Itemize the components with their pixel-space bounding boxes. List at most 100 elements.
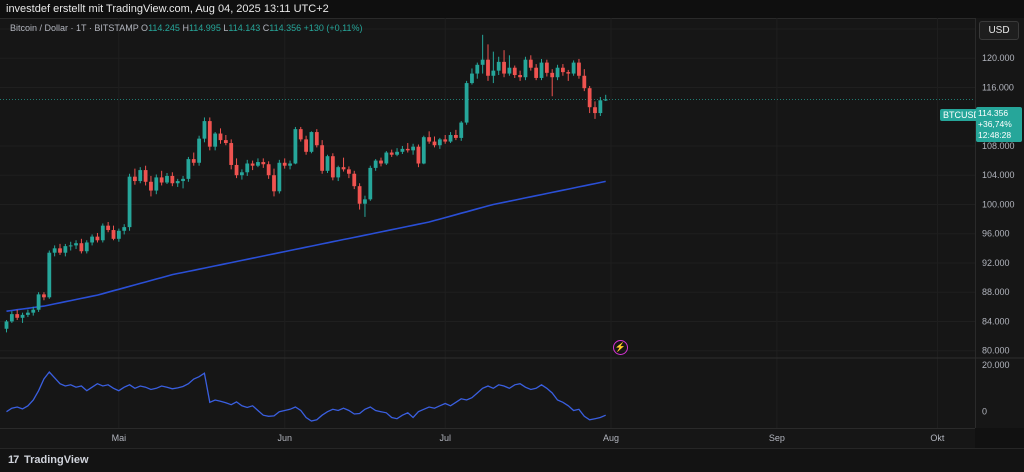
candle-body [47,252,52,298]
candle-body [84,242,89,252]
candle-body [528,59,533,68]
candle-body [15,314,20,318]
candle-body [518,75,522,78]
price-tick-label: 84.000 [982,316,1010,326]
price-axis[interactable] [975,18,1024,428]
candle-body [405,148,410,151]
candle-body [116,230,121,239]
candle-body [181,178,185,182]
price-tick-label: 108.000 [982,141,1015,151]
osc-tick-label: 0 [982,407,987,417]
price-tag-change: +36,74% [978,119,1012,129]
price-tick-label: 96.000 [982,229,1010,239]
candle-body [593,107,597,114]
candle-body [282,162,287,166]
candle-body [95,236,100,241]
time-axis[interactable] [0,428,975,449]
change-value: +130 (+0,11%) [303,23,363,33]
candle-body [266,164,271,176]
candle-body [218,133,223,141]
credit-text: investdef erstellt mit TradingView.com, … [6,3,329,15]
candle-body [448,134,453,142]
candle-body [298,129,303,140]
candle-body [133,176,137,182]
candle-body [347,169,351,174]
candle-body [170,175,175,184]
candle-body [491,70,496,76]
moving-average-line [6,180,606,312]
high-value: 114.995 [188,23,221,33]
candle-body [470,73,474,84]
price-tick-label: 88.000 [982,287,1010,297]
candle-body [245,163,250,173]
candle-body [250,163,255,166]
candle-body [90,236,94,243]
lightning-icon[interactable]: ⚡ [613,340,628,355]
candle-body [68,245,73,247]
candle-body [341,167,346,170]
candle-body [320,145,325,171]
candle-body [325,156,330,171]
candle-body [400,148,405,152]
candle-body [314,132,319,146]
candle-body [512,67,517,76]
candle-body [561,67,565,73]
candle-body [197,138,201,163]
symbol-label: Bitcoin / Dollar · 1T · BITSTAMP [10,23,139,33]
brand-label: TradingView [24,454,89,466]
currency-button[interactable]: USD [979,21,1019,40]
top-bar: investdef erstellt mit TradingView.com, … [0,0,1024,18]
price-tick-label: 104.000 [982,170,1015,180]
price-tag-symbol: BTCUSD [940,109,984,121]
candle-body [143,170,148,182]
candle-body [384,152,389,164]
candle-body [111,230,116,239]
candle-body [357,186,362,204]
candle-body [159,177,164,183]
high-label: H [182,23,189,33]
candle-body [421,137,426,164]
tradingview-logo[interactable]: 17 TradingView [8,454,89,466]
candle-body [304,139,308,152]
candle-body [432,141,437,146]
candle-body [165,175,169,183]
candle-body [507,67,512,74]
candle-body [395,151,399,155]
osc-tick-label: 20.000 [982,360,1010,370]
candle-body [550,72,555,78]
candle-body [277,162,282,192]
candle-body [379,160,383,164]
candle-body [486,59,490,76]
open-value: 114.245 [148,23,180,33]
candle-body [459,122,464,138]
candle-body [454,134,458,138]
candle-body [523,59,528,78]
candle-body [26,312,30,315]
candle-body [603,99,608,101]
candle-body [202,121,207,139]
symbol-legend[interactable]: Bitcoin / Dollar · 1T · BITSTAMP O114.24… [10,23,363,33]
candle-body [63,246,68,253]
candle-body [191,159,196,163]
time-tick-label: Sep [769,433,785,443]
candle-body [223,140,228,144]
time-tick-label: Jun [277,433,292,443]
candle-body [42,294,46,298]
price-tick-label: 120.000 [982,53,1015,63]
candle-body [571,62,576,74]
plot-area[interactable] [0,18,975,429]
time-tick-label: Jul [439,433,451,443]
candle-body [368,167,373,200]
candle-body [52,248,57,253]
candle-body [464,83,469,123]
candle-body [31,309,36,313]
price-tag-price: 114.356 [978,108,1009,118]
candle-body [598,100,603,114]
time-tick-label: Okt [930,433,945,443]
candle-body [555,67,560,78]
candle-body [416,146,421,164]
candle-body [79,243,84,252]
price-tick-label: 116.000 [982,82,1014,92]
candle-body [20,314,25,318]
candle-body [207,121,212,147]
